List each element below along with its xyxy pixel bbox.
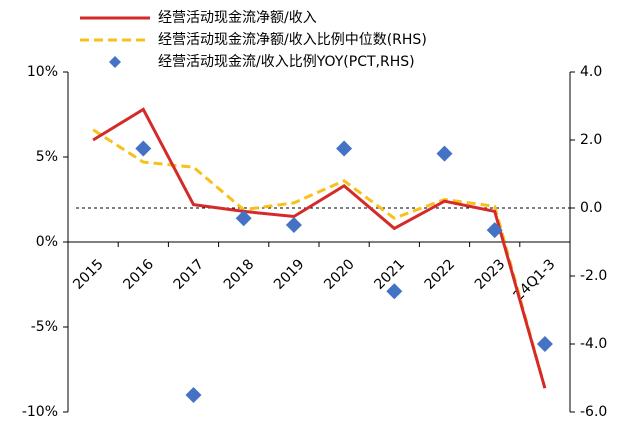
y-tick-label: 5% <box>36 149 58 165</box>
scatter-point <box>185 387 202 403</box>
legend-swatch <box>109 56 121 68</box>
scatter-point <box>235 210 252 227</box>
y2-tick-label: 4.0 <box>580 64 602 80</box>
y2-tick-label: -4.0 <box>580 336 607 352</box>
x-tick-label: 2015 <box>70 256 107 293</box>
x-tick-label: 2023 <box>472 256 509 293</box>
y2-tick-label: -2.0 <box>580 268 607 284</box>
legend-label: 经营活动现金流/收入比例YOY(PCT,RHS) <box>158 54 415 70</box>
y-tick-label: 10% <box>27 64 58 80</box>
y-tick-label: -10% <box>22 404 58 420</box>
x-tick-label: 2021 <box>371 256 408 293</box>
y2-tick-label: 0.0 <box>580 200 602 216</box>
legend-label: 经营活动现金流净额/收入比例中位数(RHS) <box>158 32 427 48</box>
x-tick-label: 2017 <box>171 256 208 293</box>
y2-tick-label: -6.0 <box>580 404 607 420</box>
y-tick-label: -5% <box>31 319 58 335</box>
x-tick-label: 2020 <box>321 256 358 293</box>
series-line <box>92 107 547 389</box>
y-tick-label: 0% <box>36 234 58 250</box>
x-tick-label: 2018 <box>221 256 258 293</box>
x-tick-label: 2019 <box>271 256 308 293</box>
scatter-point <box>436 145 453 162</box>
scatter-point <box>386 283 403 300</box>
series-line <box>92 128 547 389</box>
scatter-point <box>336 140 353 157</box>
scatter-point <box>285 217 302 233</box>
y2-tick-label: 2.0 <box>580 132 602 148</box>
scatter-point <box>536 336 553 352</box>
x-tick-label: 2016 <box>120 256 157 293</box>
legend-label: 经营活动现金流净额/收入 <box>158 10 317 26</box>
scatter-point <box>135 140 152 157</box>
scatter-point <box>486 222 503 239</box>
x-tick-label: 2022 <box>422 256 459 293</box>
